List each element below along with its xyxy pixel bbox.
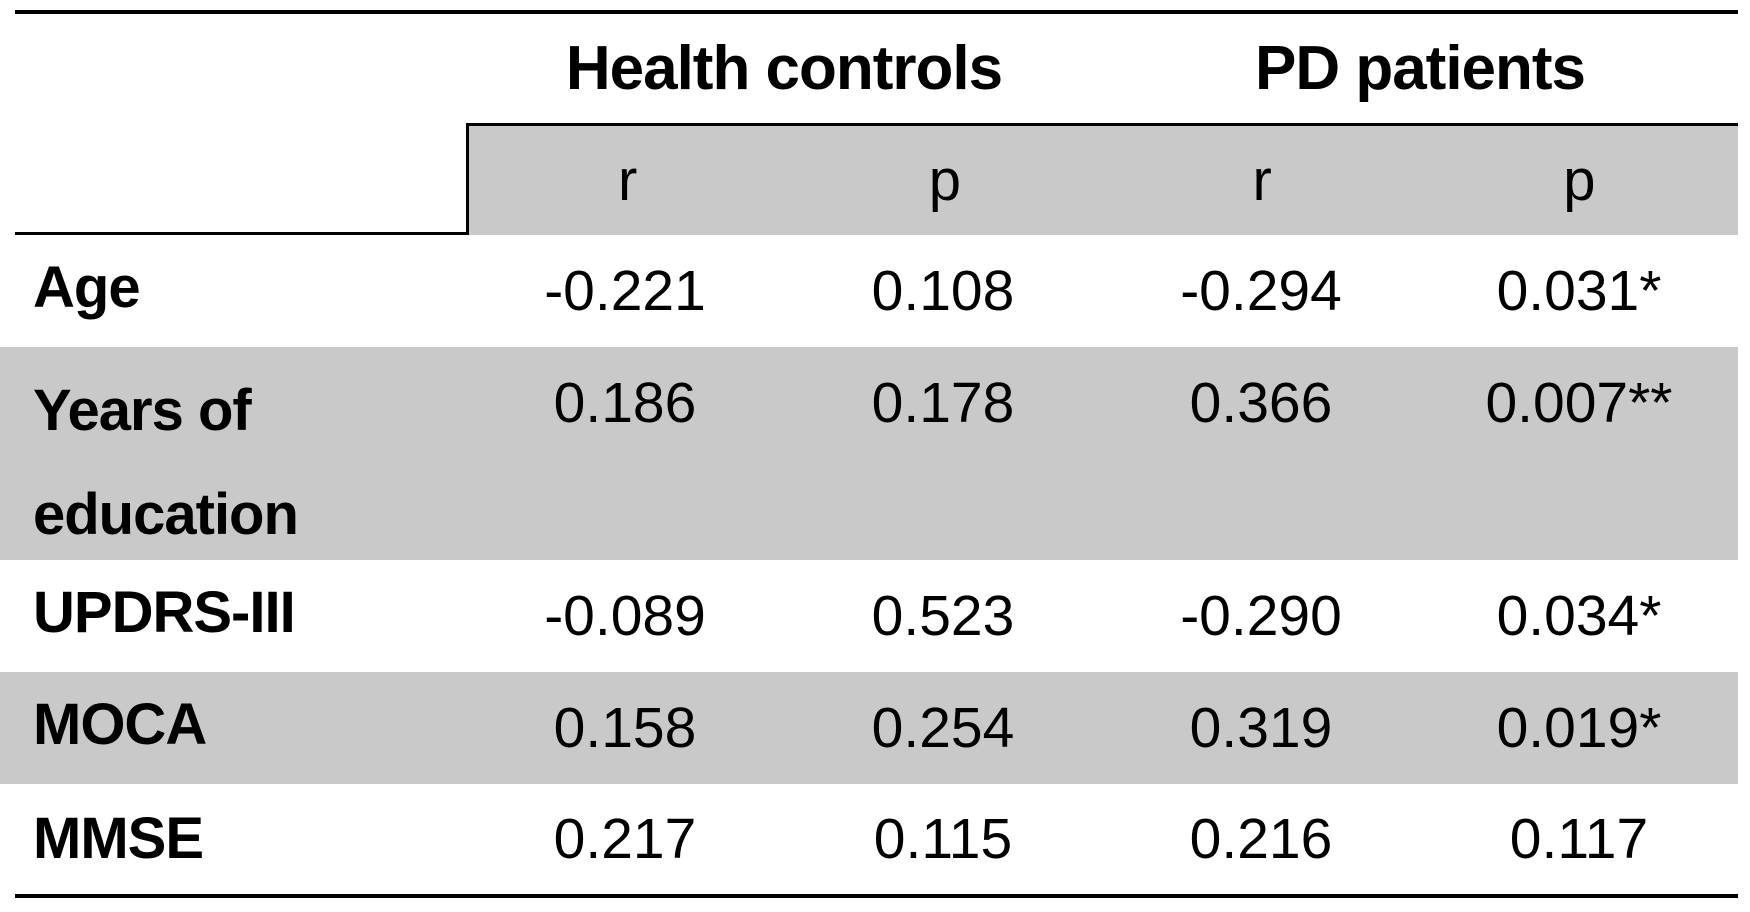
table-row-moca: MOCA 0.158 0.254 0.319 0.019* (0, 672, 1738, 784)
column-group-health-controls: Health controls (565, 34, 1003, 103)
value-cell: 0.115 (873, 807, 1013, 871)
table-top-rule (15, 10, 1738, 14)
subheader-health-p: p (928, 148, 961, 213)
subheader-pd-p: p (1563, 148, 1596, 213)
column-group-pd-patients: PD patients (1254, 34, 1586, 103)
table-row-mmse: MMSE 0.217 0.115 0.216 0.117 (0, 784, 1738, 894)
value-cell: 0.186 (553, 371, 697, 435)
value-cell: 0.108 (871, 259, 1015, 323)
row-label: MMSE (33, 806, 204, 871)
value-cell: 0.178 (871, 371, 1015, 435)
value-cell: 0.007** (1485, 371, 1673, 435)
value-cell: 0.158 (553, 696, 697, 760)
row-label: Years of education (33, 378, 299, 547)
value-cell: -0.221 (544, 259, 706, 323)
value-cell: 0.019* (1496, 696, 1662, 760)
value-cell: 0.117 (1509, 807, 1649, 871)
subheader-health-r: r (617, 148, 638, 213)
row-label: Age (33, 255, 141, 320)
value-cell: -0.089 (544, 584, 706, 648)
subheader-row: r p r p (466, 123, 1738, 235)
value-cell: -0.294 (1180, 259, 1342, 323)
column-group-header-row: Health controls PD patients (0, 14, 1750, 123)
row-label: MOCA (33, 692, 207, 757)
value-cell: 0.319 (1189, 696, 1333, 760)
value-cell: 0.366 (1189, 371, 1333, 435)
row-label: UPDRS-III (33, 580, 296, 645)
value-cell: 0.254 (871, 696, 1015, 760)
value-cell: 0.523 (871, 584, 1015, 648)
table-bottom-rule (15, 894, 1738, 898)
value-cell: 0.216 (1189, 807, 1333, 871)
stub-cell-bottom-rule (15, 232, 469, 235)
value-cell: -0.290 (1180, 584, 1342, 648)
value-cell: 0.034* (1496, 584, 1662, 648)
table-row-age: Age -0.221 0.108 -0.294 0.031* (0, 235, 1738, 347)
value-cell: 0.217 (553, 807, 697, 871)
value-cell: 0.031* (1496, 259, 1662, 323)
table-row-years-of-education: Years of education 0.186 0.178 0.366 0.0… (0, 347, 1738, 560)
table-row-updrs-iii: UPDRS-III -0.089 0.523 -0.290 0.034* (0, 560, 1738, 672)
subheader-pd-r: r (1252, 148, 1272, 213)
